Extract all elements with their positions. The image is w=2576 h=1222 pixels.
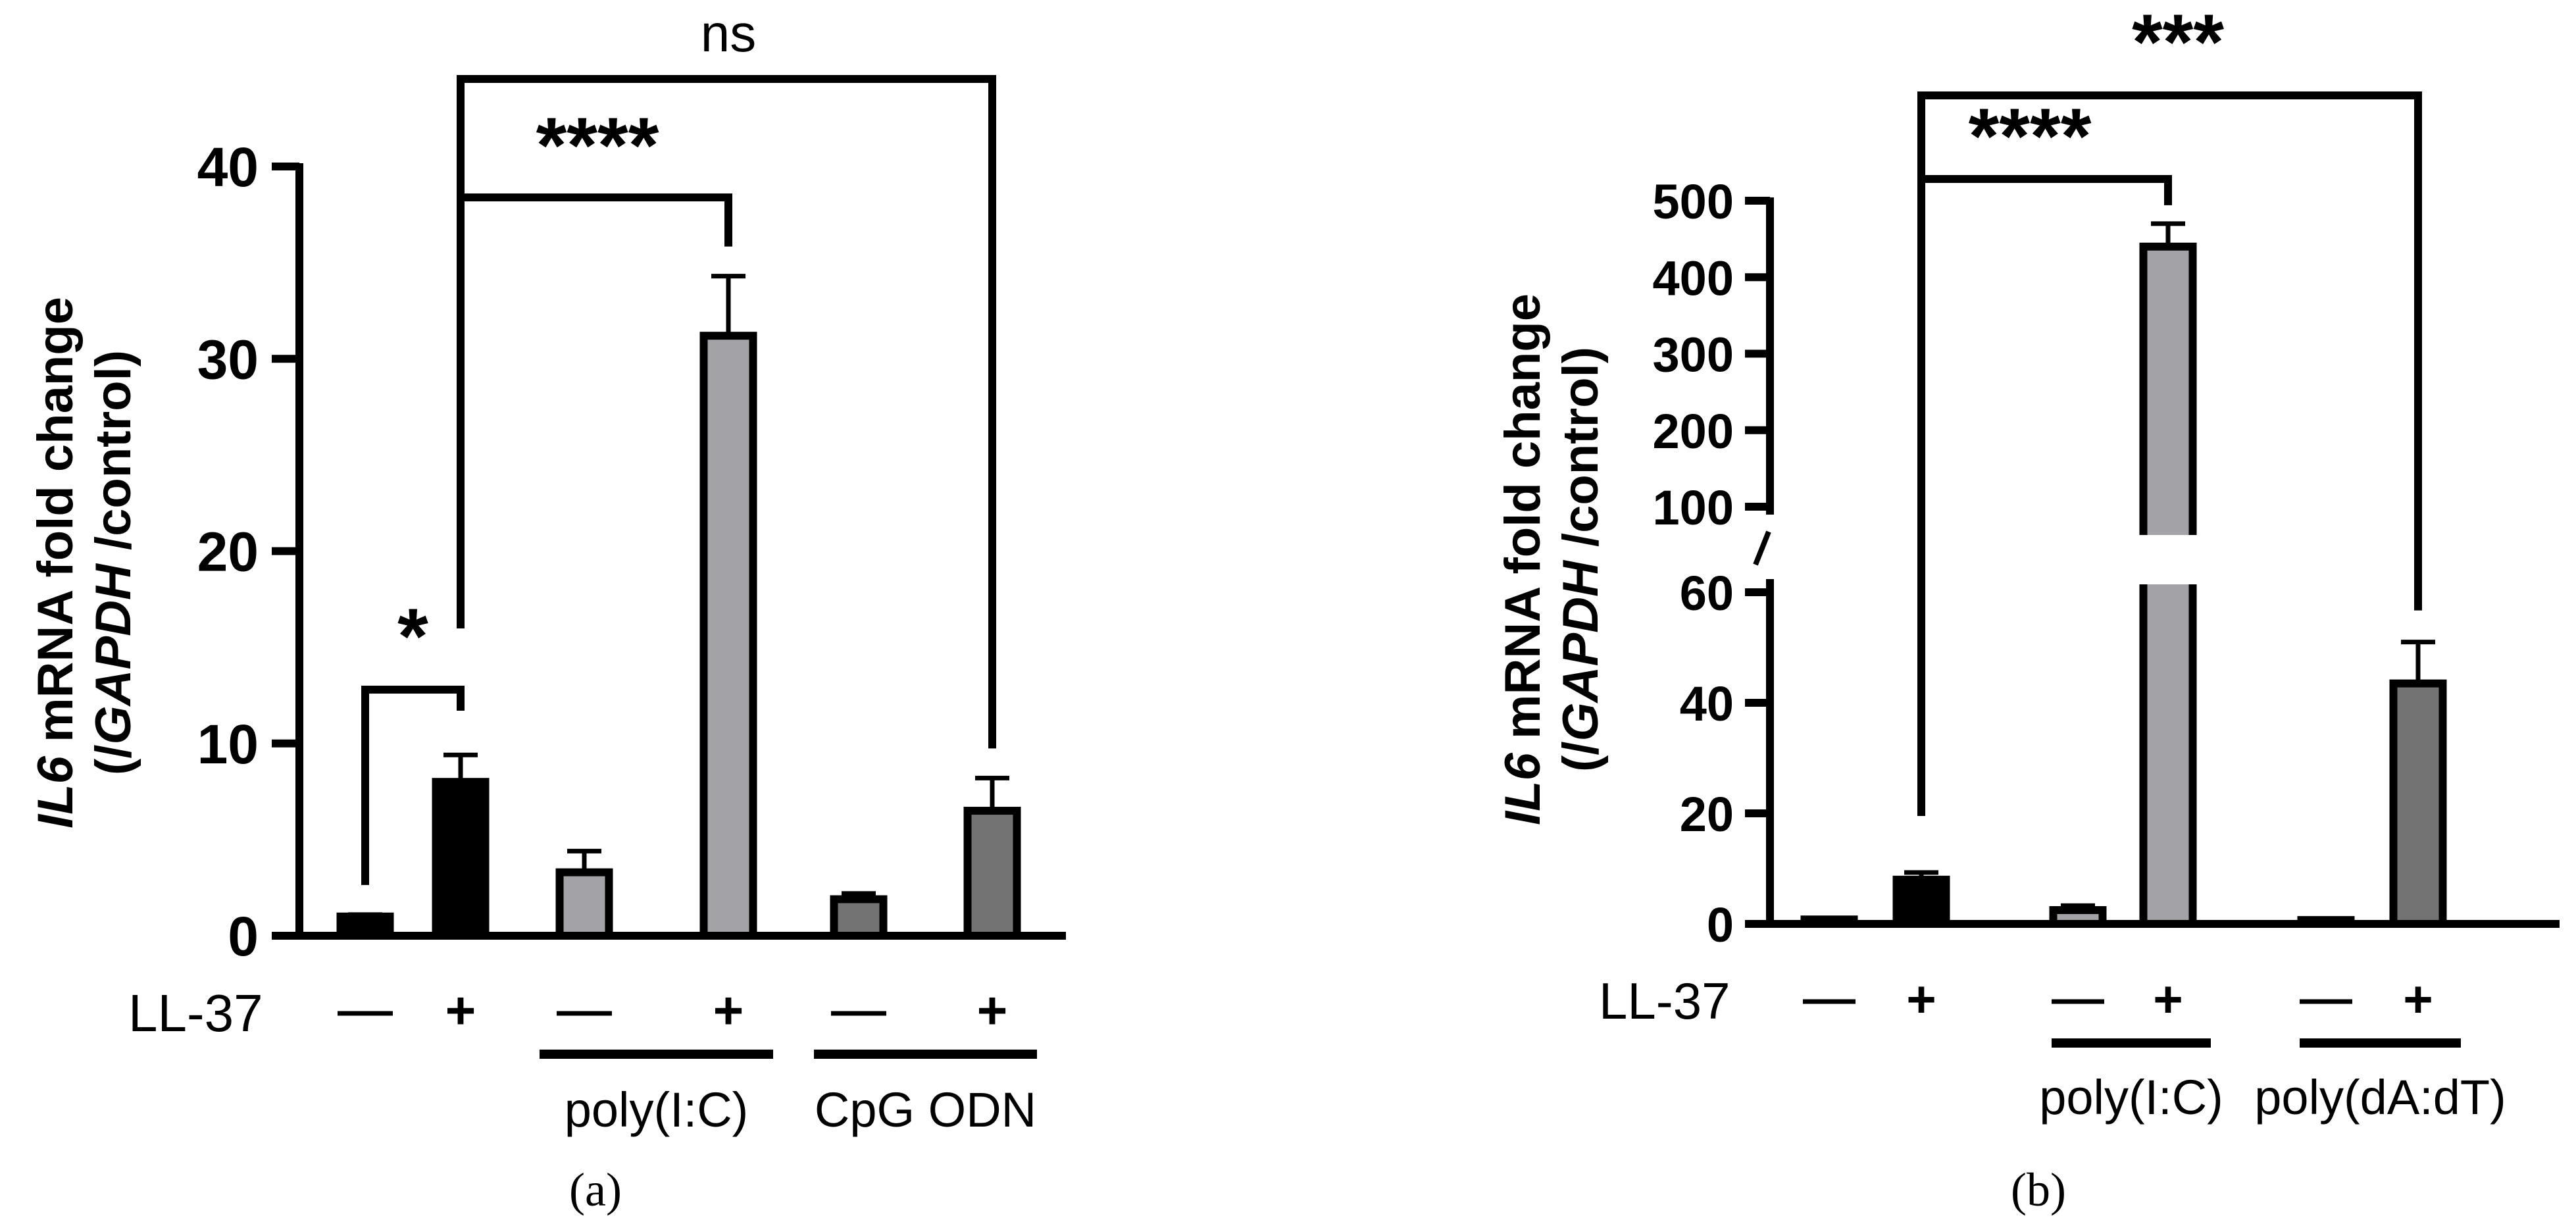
y-label-open: (/ — [1553, 742, 1609, 772]
row-label-ll37: LL-37 — [1599, 972, 1730, 1030]
y-label-gene: IL6 — [1495, 752, 1551, 825]
group-label: poly(I:C) — [2039, 1070, 2223, 1125]
significance-label: *** — [2132, 0, 2224, 86]
y-tick-label: 400 — [1653, 251, 1734, 305]
y-label-close: /control) — [1553, 347, 1609, 561]
treatment-plus-label: + — [977, 981, 1008, 1040]
bar — [963, 807, 1021, 940]
group-label: poly(dA:dT) — [2254, 1070, 2506, 1125]
significance-bracket — [1917, 91, 2422, 816]
bar — [1892, 875, 1950, 929]
y-axis-label: IL6 mRNA fold change(/GAPDH /control) — [28, 297, 141, 828]
y-label-close: /control) — [86, 350, 141, 564]
y-label-gene: IL6 — [28, 755, 84, 828]
y-label-gapdh: GAPDH — [86, 563, 141, 745]
y-tick-label: 100 — [1653, 480, 1734, 535]
y-tick-label: 0 — [1707, 898, 1734, 952]
significance-bracket — [457, 75, 996, 749]
treatment-plus-label: + — [2153, 970, 2183, 1028]
y-axis-label-line1: IL6 mRNA fold change — [1495, 293, 1551, 825]
panel-a: 0 10 20 30 40 IL6 mRNA fold change(/GAPDH /co… — [28, 4, 1066, 1216]
y-label-gapdh: GAPDH — [1553, 559, 1609, 742]
bar — [2389, 679, 2447, 928]
panel-label-a: (a) — [569, 1163, 622, 1216]
y-label-rest: mRNA fold change — [28, 297, 84, 756]
treatment-plus-label: + — [713, 981, 744, 1040]
bar — [699, 332, 757, 940]
y-tick-label: 60 — [1680, 566, 1734, 621]
y-tick-label: 0 — [228, 905, 259, 967]
y-tick-label: 10 — [197, 713, 259, 775]
group-label: poly(I:C) — [565, 1082, 749, 1137]
bar — [432, 778, 490, 940]
y-axis-label-line2: (/GAPDH /control) — [1553, 347, 1609, 772]
panel-label-b: (b) — [2011, 1163, 2066, 1216]
significance-label: * — [397, 592, 428, 680]
panel-b: 0 20 40 60 100 200 300 400 500 IL6 mRNA fold chan… — [1495, 0, 2560, 1216]
bar — [2139, 242, 2197, 928]
significance-bracket — [457, 193, 732, 628]
y-tick-label: 500 — [1653, 174, 1734, 229]
group-label: CpG ODN — [815, 1082, 1036, 1137]
y-axis-label-line1: IL6 mRNA fold change — [28, 297, 84, 828]
y-tick-label: 200 — [1653, 404, 1734, 459]
bar — [555, 868, 613, 940]
treatment-plus-label: + — [445, 981, 476, 1040]
y-axis-label-line2: (/GAPDH /control) — [86, 350, 141, 775]
significance-label: **** — [1969, 92, 2092, 180]
treatment-plus-label: + — [2403, 970, 2433, 1028]
significance-label: **** — [536, 101, 659, 190]
significance-bracket — [1917, 175, 2172, 816]
y-axis-label: IL6 mRNA fold change(/GAPDH /control) — [1495, 293, 1609, 825]
treatment-plus-label: + — [1906, 970, 1936, 1028]
y-tick-label: 20 — [1680, 787, 1734, 842]
significance-label: ns — [701, 4, 757, 63]
y-tick-label: 40 — [197, 136, 259, 198]
y-label-open: (/ — [86, 745, 141, 775]
y-tick-label: 20 — [197, 521, 259, 583]
significance-bracket — [361, 686, 465, 885]
bar — [830, 895, 888, 940]
y-tick-label: 300 — [1653, 328, 1734, 382]
y-tick-label: 40 — [1680, 676, 1734, 731]
row-label-ll37: LL-37 — [128, 984, 263, 1042]
y-label-rest: mRNA fold change — [1495, 293, 1551, 753]
axis-break-mark — [1753, 530, 1771, 566]
y-tick-label: 30 — [197, 328, 259, 390]
axis-break-gap — [2136, 535, 2200, 584]
